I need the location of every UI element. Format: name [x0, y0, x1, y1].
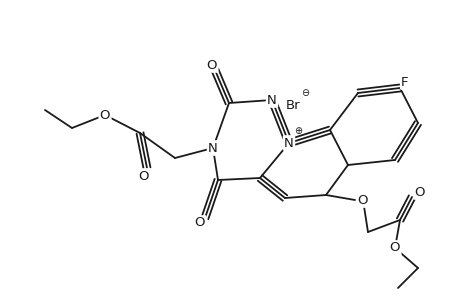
Text: O: O: [414, 185, 424, 199]
Text: N: N: [267, 94, 276, 106]
Text: N: N: [284, 136, 293, 149]
Text: Br: Br: [285, 98, 300, 112]
Text: ⊖: ⊖: [300, 88, 308, 98]
Text: O: O: [357, 194, 368, 206]
Text: O: O: [139, 169, 149, 182]
Text: F: F: [400, 76, 408, 88]
Text: O: O: [100, 109, 110, 122]
Text: O: O: [389, 242, 399, 254]
Text: ⊕: ⊕: [293, 126, 302, 136]
Text: N: N: [207, 142, 218, 154]
Text: O: O: [194, 217, 205, 230]
Text: O: O: [206, 58, 217, 71]
